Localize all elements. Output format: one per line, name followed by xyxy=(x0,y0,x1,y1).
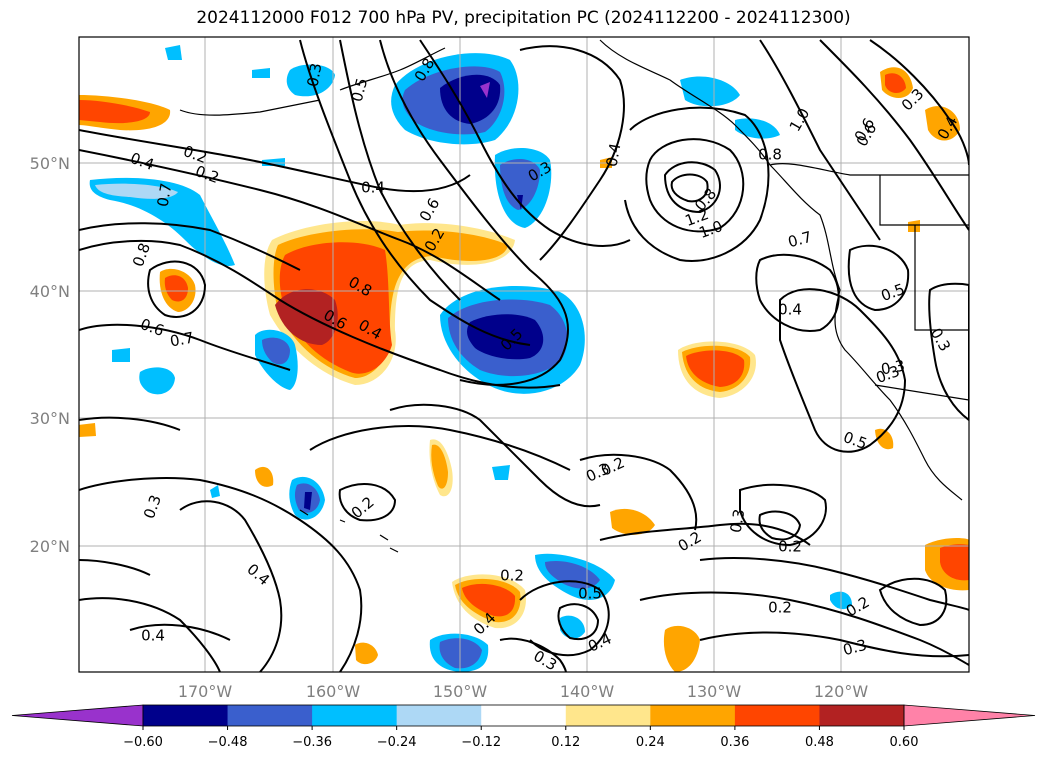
contour-label: 0.4 xyxy=(141,627,165,645)
colorbar-bin xyxy=(481,705,567,726)
colorbar-tick-label: 0.12 xyxy=(551,735,580,750)
colorbar-tick-label: 0.48 xyxy=(805,735,834,750)
colorbar-bin xyxy=(312,705,398,726)
colorbar-bin xyxy=(143,705,229,726)
contour-label: 0.2 xyxy=(778,538,802,556)
colorbar-frame xyxy=(142,704,905,727)
colorbar-tick-label: −0.60 xyxy=(123,735,163,750)
contour-label: 0.2 xyxy=(500,567,524,585)
lat-label-50n: 50°N xyxy=(30,154,70,173)
colorbar-extend-max xyxy=(903,704,1036,727)
colorbar-tick-label: −0.48 xyxy=(208,735,248,750)
lat-label-40n: 40°N xyxy=(30,282,70,301)
contour-label: 0.3 xyxy=(304,62,326,89)
colorbar: −0.60 −0.48 −0.36 −0.24 −0.12 0.12 0.24 0.36 0.4… xyxy=(11,704,1036,750)
colorbar-tick-label: −0.24 xyxy=(377,735,417,750)
lon-label-130w: 130°W xyxy=(687,682,742,701)
contour-label: 0.3 xyxy=(727,508,749,535)
contour-label: 0.4 xyxy=(603,142,625,169)
contour-label: 0.2 xyxy=(768,599,792,617)
lon-label-120w: 120°W xyxy=(814,682,869,701)
colorbar-bin xyxy=(227,705,313,726)
colorbar-bin xyxy=(819,705,905,726)
contour-label: 0.7 xyxy=(154,182,176,209)
map-frame xyxy=(78,36,970,673)
contour-label: 0.7 xyxy=(786,228,814,252)
lat-label-20n: 20°N xyxy=(30,537,70,556)
contour-label: 0.7 xyxy=(169,329,196,351)
contour-label: 0.4 xyxy=(361,179,385,197)
colorbar-tick-label: 0.36 xyxy=(720,735,749,750)
lon-label-170w: 170°W xyxy=(178,682,233,701)
contour-label: 0.3 xyxy=(841,636,869,660)
colorbar-bin xyxy=(565,705,651,726)
contour-label: 0.5 xyxy=(578,585,602,603)
colorbar-bin xyxy=(734,705,820,726)
colorbar-tick-label: −0.36 xyxy=(292,735,332,750)
contour-label: 0.4 xyxy=(778,301,802,319)
colorbar-extend-min xyxy=(11,704,144,727)
lon-label-140w: 140°W xyxy=(560,682,615,701)
lon-label-150w: 150°W xyxy=(433,682,488,701)
colorbar-tick-label: −0.12 xyxy=(461,735,501,750)
colorbar-bin xyxy=(650,705,736,726)
graticule xyxy=(79,37,969,672)
lat-label-30n: 30°N xyxy=(30,409,70,428)
pv-contours xyxy=(79,39,969,672)
contour-label: 0.3 xyxy=(880,357,907,379)
lon-label-160w: 160°W xyxy=(306,682,361,701)
colorbar-bin xyxy=(396,705,482,726)
contour-label: 0.5 xyxy=(348,76,372,104)
contour-label: 0.8 xyxy=(758,146,782,164)
coastlines xyxy=(179,39,969,553)
colorbar-tick-label: 0.60 xyxy=(890,735,919,750)
colorbar-tick-label: 0.24 xyxy=(636,735,665,750)
map-title: 2024112000 F012 700 hPa PV, precipitatio… xyxy=(196,8,851,28)
